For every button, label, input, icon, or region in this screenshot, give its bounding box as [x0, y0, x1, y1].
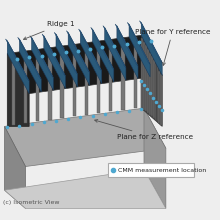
Text: Ridge 1: Ridge 1	[24, 21, 75, 40]
Polygon shape	[105, 28, 126, 80]
Text: (c) Isometric View: (c) Isometric View	[3, 200, 59, 205]
Polygon shape	[91, 27, 114, 69]
Polygon shape	[42, 34, 65, 76]
Polygon shape	[160, 74, 162, 125]
Polygon shape	[127, 22, 150, 64]
Polygon shape	[79, 29, 102, 71]
Polygon shape	[145, 45, 147, 111]
Polygon shape	[68, 33, 90, 85]
Polygon shape	[103, 26, 126, 68]
Polygon shape	[85, 44, 88, 115]
Polygon shape	[5, 126, 26, 208]
Polygon shape	[147, 49, 149, 113]
Polygon shape	[149, 53, 151, 115]
Polygon shape	[141, 35, 162, 126]
Text: Plane for Z reference: Plane for Z reference	[95, 119, 193, 140]
Polygon shape	[93, 29, 114, 82]
Polygon shape	[141, 22, 162, 75]
Polygon shape	[19, 39, 41, 92]
Polygon shape	[44, 36, 65, 89]
Polygon shape	[97, 42, 100, 113]
Polygon shape	[5, 108, 166, 167]
Polygon shape	[56, 34, 77, 87]
Polygon shape	[129, 24, 150, 77]
Text: CMM measurement location: CMM measurement location	[117, 168, 206, 173]
Polygon shape	[5, 169, 166, 208]
Polygon shape	[18, 37, 41, 79]
Polygon shape	[7, 53, 29, 126]
Polygon shape	[73, 45, 76, 116]
Polygon shape	[121, 39, 125, 110]
Polygon shape	[7, 35, 162, 94]
Polygon shape	[24, 52, 27, 123]
Polygon shape	[32, 37, 53, 90]
Polygon shape	[80, 31, 102, 84]
Polygon shape	[6, 39, 29, 81]
Polygon shape	[144, 108, 166, 208]
Polygon shape	[36, 50, 39, 121]
Polygon shape	[115, 24, 138, 66]
Bar	[108, 163, 194, 178]
Polygon shape	[151, 56, 153, 116]
Polygon shape	[157, 67, 158, 121]
Polygon shape	[117, 26, 138, 79]
Polygon shape	[153, 60, 155, 118]
Polygon shape	[30, 36, 53, 77]
Polygon shape	[139, 21, 162, 63]
Polygon shape	[134, 37, 137, 108]
Polygon shape	[12, 54, 15, 125]
Polygon shape	[158, 71, 160, 123]
Polygon shape	[155, 64, 156, 120]
Polygon shape	[7, 41, 29, 94]
Polygon shape	[54, 32, 77, 74]
Polygon shape	[109, 40, 112, 111]
Polygon shape	[61, 47, 64, 118]
Text: Plane for Y reference: Plane for Y reference	[135, 29, 210, 65]
Polygon shape	[48, 49, 51, 120]
Polygon shape	[141, 38, 143, 108]
Polygon shape	[143, 42, 145, 110]
Polygon shape	[66, 31, 90, 73]
